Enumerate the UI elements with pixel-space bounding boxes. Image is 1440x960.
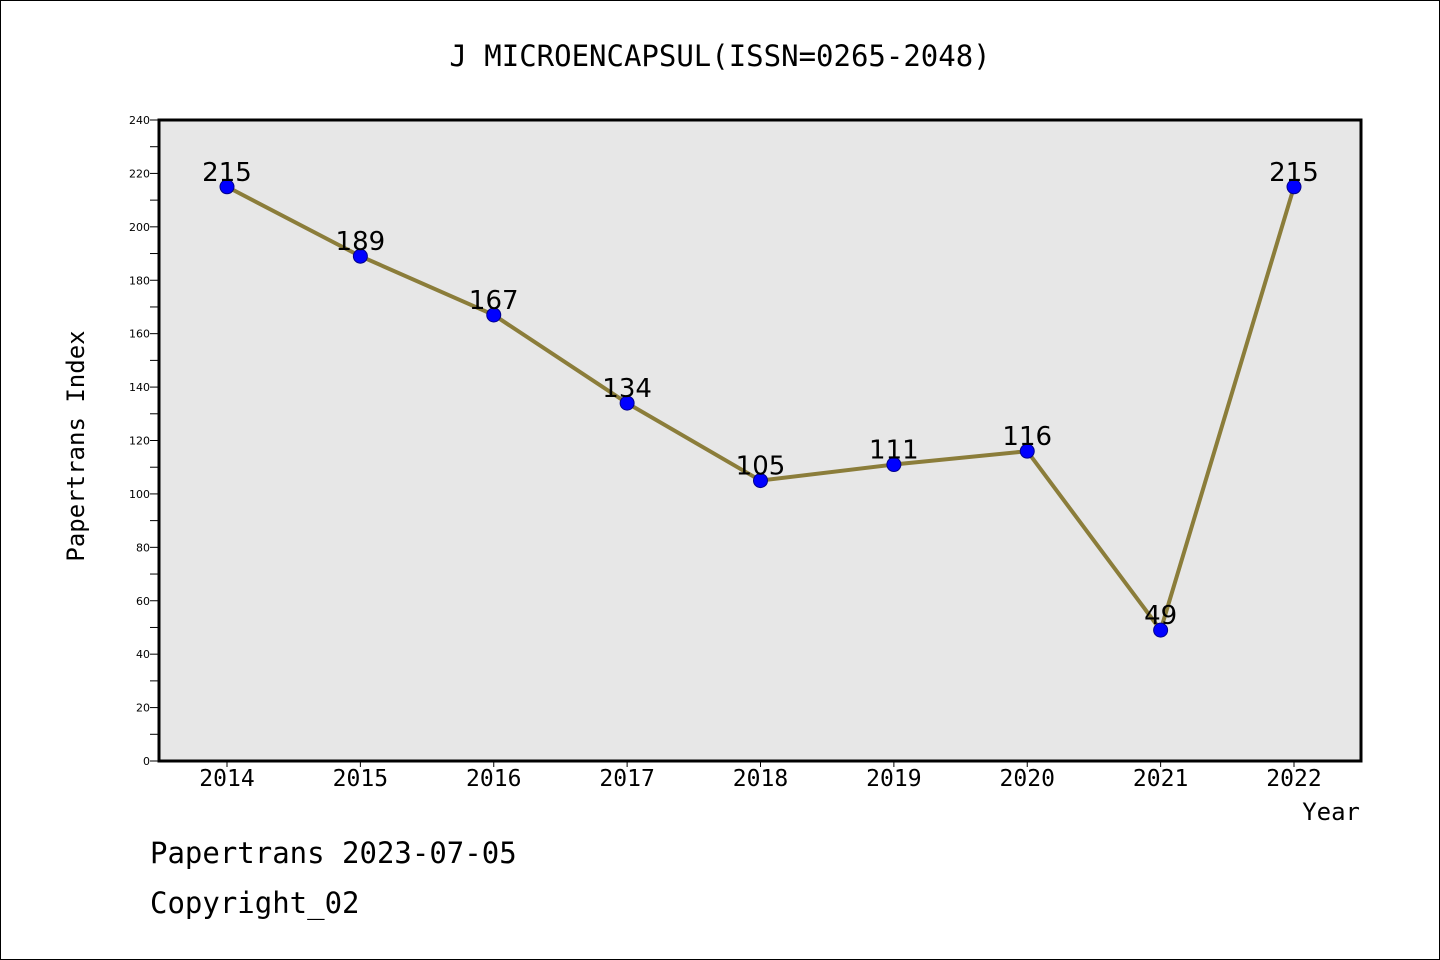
footer-date-text: Papertrans 2023-07-05 <box>150 836 517 870</box>
data-point <box>753 473 768 489</box>
x-tick-label: 2018 <box>733 766 788 792</box>
y-tick-label: 160 <box>129 328 150 341</box>
x-tick-label: 2017 <box>599 766 654 792</box>
data-label: 116 <box>1002 422 1052 452</box>
y-tick-label: 0 <box>143 755 150 768</box>
x-tick-label: 2015 <box>333 766 388 792</box>
data-point <box>1286 179 1302 195</box>
y-tick-label: 20 <box>136 702 150 715</box>
series-layer <box>219 179 1302 638</box>
data-label: 167 <box>469 286 519 316</box>
y-tick-label: 140 <box>129 381 150 394</box>
x-tick-label: 2014 <box>199 766 254 792</box>
y-tick-label: 80 <box>136 541 150 554</box>
data-point <box>219 179 235 195</box>
data-label: 105 <box>736 452 786 482</box>
data-label: 189 <box>336 227 386 257</box>
x-axis-label: Year <box>1302 798 1360 826</box>
y-tick-label: 40 <box>136 648 150 661</box>
y-tick-label: 100 <box>129 488 150 501</box>
data-point <box>619 395 635 411</box>
x-tick-label: 2022 <box>1266 766 1321 792</box>
data-point <box>486 307 502 323</box>
data-label: 49 <box>1144 601 1177 631</box>
chart-title: J MICROENCAPSUL(ISSN=0265-2048) <box>449 39 990 73</box>
x-tick-label: 2020 <box>1000 766 1055 792</box>
y-tick-label: 220 <box>129 167 150 180</box>
footer-copyright-text: Copyright_02 <box>150 886 360 920</box>
data-label: 111 <box>869 436 919 466</box>
y-tick-label: 240 <box>129 114 150 127</box>
x-tick-label: 2019 <box>866 766 921 792</box>
y-axis-ticks: 0 20 40 60 80 100 120 140 160 180 200 220 240 <box>129 114 159 768</box>
data-label: 134 <box>602 374 652 404</box>
y-axis-label: Papertrans Index <box>62 330 90 561</box>
data-point <box>1153 622 1169 638</box>
y-tick-label: 60 <box>136 595 150 608</box>
data-point <box>1019 443 1035 459</box>
x-tick-label: 2021 <box>1133 766 1188 792</box>
y-tick-label: 120 <box>129 435 150 448</box>
y-tick-label: 180 <box>129 274 150 287</box>
y-tick-label: 200 <box>129 221 150 234</box>
data-point <box>352 248 368 264</box>
x-tick-label: 2016 <box>466 766 521 792</box>
data-label: 215 <box>202 158 252 188</box>
data-label-layer: 215 189 167 134 105 111 116 49 215 <box>202 158 1319 631</box>
plot-area <box>157 118 1363 763</box>
data-point <box>886 457 902 473</box>
data-label: 215 <box>1269 158 1319 188</box>
x-axis-ticks: 2014 2015 2016 2017 2018 2019 2020 2021 2022 <box>199 761 1322 792</box>
